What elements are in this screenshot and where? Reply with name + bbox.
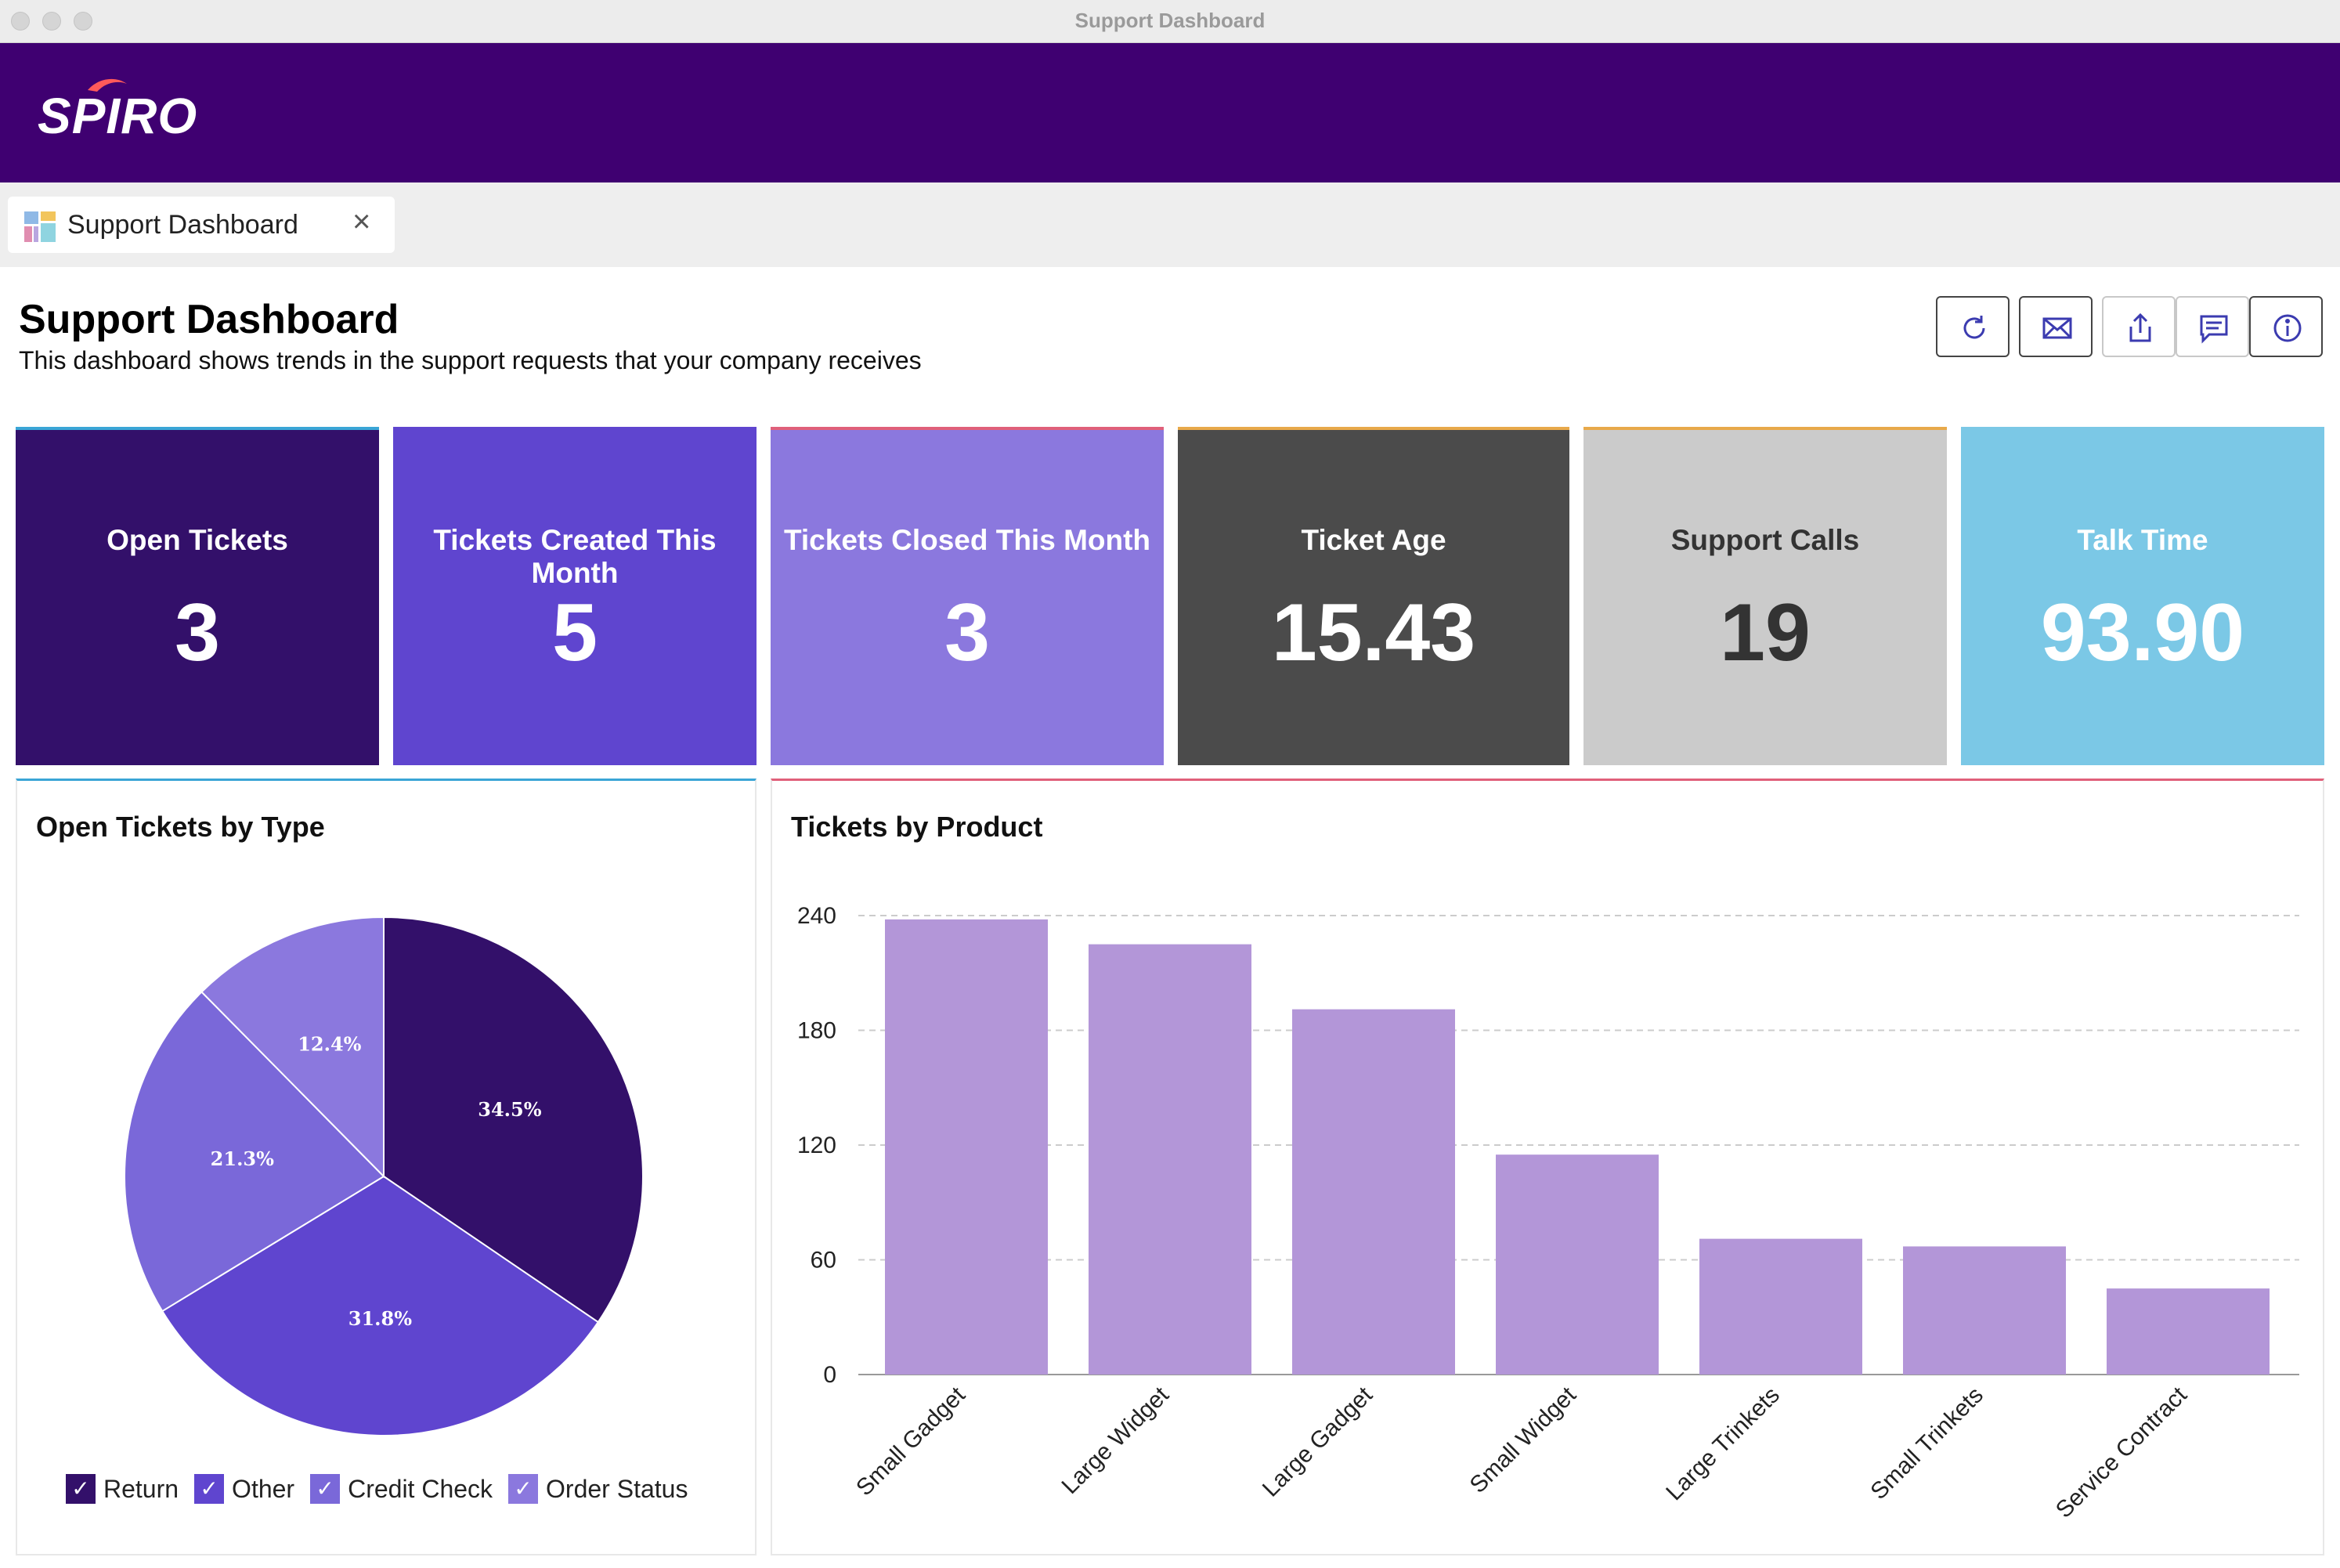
legend-label: Credit Check (348, 1474, 493, 1503)
bar-service-contract[interactable] (2107, 1288, 2270, 1375)
legend-checkbox-icon[interactable]: ✓ (508, 1474, 539, 1504)
y-tick-label: 60 (811, 1248, 836, 1274)
bar-small-gadget[interactable] (885, 919, 1048, 1375)
pie-slice-return[interactable] (383, 916, 644, 1324)
legend-item-other[interactable]: ✓ Other (194, 1474, 294, 1504)
kpi-tile-ticket-age[interactable]: Ticket Age 15.43 (1178, 427, 1569, 765)
window-zoom-button[interactable] (74, 12, 92, 31)
legend-item-credit-check[interactable]: ✓ Credit Check (310, 1474, 493, 1504)
x-tick-label: Small Gadget (851, 1382, 970, 1501)
pie-chart-title: Open Tickets by Type (36, 811, 325, 843)
pie-chart-panel: Open Tickets by Type 34.5% 31.8% 21.3% 12.4… (16, 779, 757, 1555)
window-titlebar: Support Dashboard (0, 0, 2340, 43)
kpi-tile-talk-time[interactable]: Talk Time 93.90 (1961, 427, 2324, 765)
x-tick-label: Large Trinkets (1661, 1382, 1785, 1506)
pie-slice-label: 31.8% (348, 1307, 412, 1330)
bar-chart: 0 60 120 180 240 Small Gadget Large Widget Larg… (797, 903, 2299, 1523)
y-tick-label: 180 (797, 1018, 836, 1044)
kpi-value: 93.90 (2040, 587, 2245, 678)
kpi-tile-tickets-created[interactable]: Tickets Created This Month 5 (393, 427, 757, 765)
window-minimize-button[interactable] (42, 12, 61, 31)
bar-small-widget[interactable] (1496, 1154, 1659, 1375)
page-title: Support Dashboard (19, 297, 399, 342)
legend-item-return[interactable]: ✓ Return (66, 1474, 179, 1504)
legend-label: Other (232, 1474, 295, 1503)
bar-chart-panel: Tickets by Product 0 60 120 180 240 Small Gad… (771, 779, 2324, 1555)
y-tick-label: 240 (797, 903, 836, 929)
kpi-label: Ticket Age (1301, 524, 1446, 556)
comment-icon (2200, 315, 2228, 344)
share-icon (2129, 313, 2151, 342)
legend-checkbox-icon[interactable]: ✓ (194, 1474, 225, 1504)
legend-item-order-status[interactable]: ✓ Order Status (508, 1474, 688, 1504)
pie-slice-other[interactable] (161, 1175, 600, 1436)
dashboard-icon (24, 211, 56, 242)
pie-slice-credit-check[interactable] (124, 991, 385, 1313)
kpi-label: Talk Time (2077, 524, 2208, 556)
x-tick-label: Large Gadget (1258, 1382, 1378, 1502)
comment-button[interactable] (2176, 296, 2249, 357)
pie-chart: 34.5% 31.8% 21.3% 12.4% (124, 916, 644, 1436)
kpi-tile-open-tickets[interactable]: Open Tickets 3 (16, 427, 379, 765)
kpi-label: Tickets Closed This Month (783, 524, 1151, 556)
kpi-value: 19 (1720, 587, 1811, 678)
pie-slice-order-status[interactable] (200, 916, 385, 1179)
pie-slice-label: 12.4% (298, 1033, 361, 1056)
x-tick-label: Small Widget (1465, 1382, 1582, 1498)
info-icon (2273, 314, 2302, 342)
tab-label: Support Dashboard (67, 210, 298, 240)
pie-legend: ✓ Return ✓ Other ✓ Credit Check ✓ Order Status (66, 1470, 703, 1508)
tab-support-dashboard[interactable]: Support Dashboard × (8, 197, 395, 253)
window-close-button[interactable] (11, 12, 30, 31)
tab-strip: Support Dashboard × (0, 182, 2340, 267)
x-tick-label: Service Contract (2051, 1382, 2193, 1523)
bar-large-widget[interactable] (1089, 944, 1251, 1375)
kpi-value: 5 (552, 587, 598, 678)
x-tick-label: Large Widget (1056, 1382, 1174, 1499)
bar-chart-title: Tickets by Product (791, 811, 1043, 843)
bar-large-trinkets[interactable] (1699, 1238, 1862, 1375)
bar-small-trinkets[interactable] (1903, 1246, 2066, 1375)
logo-swoosh-icon (88, 78, 127, 92)
pie-slice-label: 21.3% (211, 1147, 274, 1170)
kpi-label: Open Tickets (107, 524, 288, 556)
kpi-tile-support-calls[interactable]: Support Calls 19 (1583, 427, 1947, 765)
y-tick-label: 0 (823, 1362, 836, 1388)
email-button[interactable] (2019, 296, 2093, 357)
page-subtitle: This dashboard shows trends in the suppo… (19, 346, 922, 374)
refresh-icon (1963, 316, 1985, 339)
legend-checkbox-icon[interactable]: ✓ (66, 1474, 96, 1504)
refresh-button[interactable] (1936, 296, 2010, 357)
tab-close-icon[interactable]: × (352, 204, 371, 239)
pie-slice-label: 34.5% (478, 1098, 541, 1121)
kpi-tile-tickets-closed[interactable]: Tickets Closed This Month 3 (771, 427, 1164, 765)
brand-header: SPIRO (0, 43, 2340, 182)
kpi-value: 3 (944, 587, 990, 678)
y-tick-label: 120 (797, 1133, 836, 1158)
bar-large-gadget[interactable] (1292, 1009, 1455, 1375)
legend-label: Order Status (546, 1474, 688, 1503)
legend-label: Return (103, 1474, 179, 1503)
kpi-value: 15.43 (1271, 587, 1476, 678)
kpi-label: Tickets Created This Month (433, 524, 717, 589)
spiro-logo[interactable]: SPIRO (38, 88, 198, 144)
kpi-value: 3 (175, 587, 220, 678)
window-title: Support Dashboard (1074, 9, 1266, 32)
legend-checkbox-icon[interactable]: ✓ (310, 1474, 341, 1504)
kpi-label: Support Calls (1670, 524, 1860, 556)
x-tick-label: Small Trinkets (1865, 1382, 1988, 1505)
email-icon (2042, 317, 2072, 339)
share-button[interactable] (2102, 296, 2176, 357)
info-button[interactable] (2249, 296, 2323, 357)
